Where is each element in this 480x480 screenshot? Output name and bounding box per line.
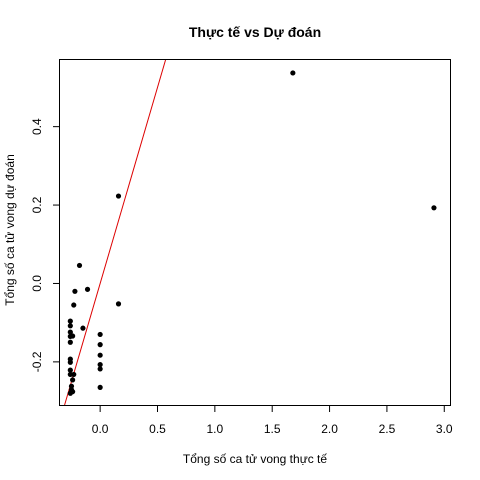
x-tick-label: 0.0 [92, 422, 109, 436]
data-point [97, 362, 103, 368]
x-tick-label: 1.0 [207, 422, 224, 436]
data-point [70, 333, 76, 339]
data-point [67, 323, 73, 329]
data-point [72, 288, 78, 294]
data-point [67, 359, 73, 365]
data-point [67, 318, 73, 324]
data-point [97, 342, 103, 348]
data-point [97, 352, 103, 358]
data-point [67, 329, 73, 335]
plot-frame [59, 59, 451, 406]
x-tick-label: 0.5 [149, 422, 166, 436]
x-tick-label: 2.0 [321, 422, 338, 436]
chart-title: Thực tế vs Dự đoán [189, 24, 321, 40]
y-axis: -0.2 0.0 0.2 0.4 [30, 118, 60, 372]
x-tick-label: 2.5 [379, 422, 396, 436]
data-points [67, 70, 437, 396]
data-point [97, 366, 103, 372]
data-point [431, 205, 437, 211]
data-point [115, 301, 122, 307]
data-point [70, 377, 76, 383]
data-point [67, 367, 73, 373]
data-point [80, 325, 86, 331]
x-tick-label: 1.5 [264, 422, 281, 436]
data-point [71, 371, 77, 378]
data-point [97, 331, 103, 338]
x-axis-label: Tổng số ca tử vong thực tế [183, 452, 327, 466]
data-point [71, 302, 77, 308]
y-tick-label: 0.4 [30, 118, 44, 135]
y-tick-label: 0.0 [30, 275, 44, 292]
reference-line [64, 60, 167, 405]
data-point [70, 389, 76, 395]
y-tick-label: -0.2 [30, 351, 44, 372]
data-point [97, 384, 103, 390]
y-axis-label: Tổng số ca tử vong dự đoán [3, 154, 17, 306]
reference-line-group [64, 60, 167, 405]
y-tick-label: 0.2 [30, 196, 44, 213]
data-point [290, 70, 296, 76]
data-point [76, 262, 83, 269]
data-point [84, 286, 91, 292]
data-point [115, 193, 122, 199]
x-axis: 0.0 0.5 1.0 1.5 2.0 2.5 3.0 [92, 405, 453, 436]
data-point [67, 339, 73, 345]
x-tick-label: 3.0 [436, 422, 453, 436]
